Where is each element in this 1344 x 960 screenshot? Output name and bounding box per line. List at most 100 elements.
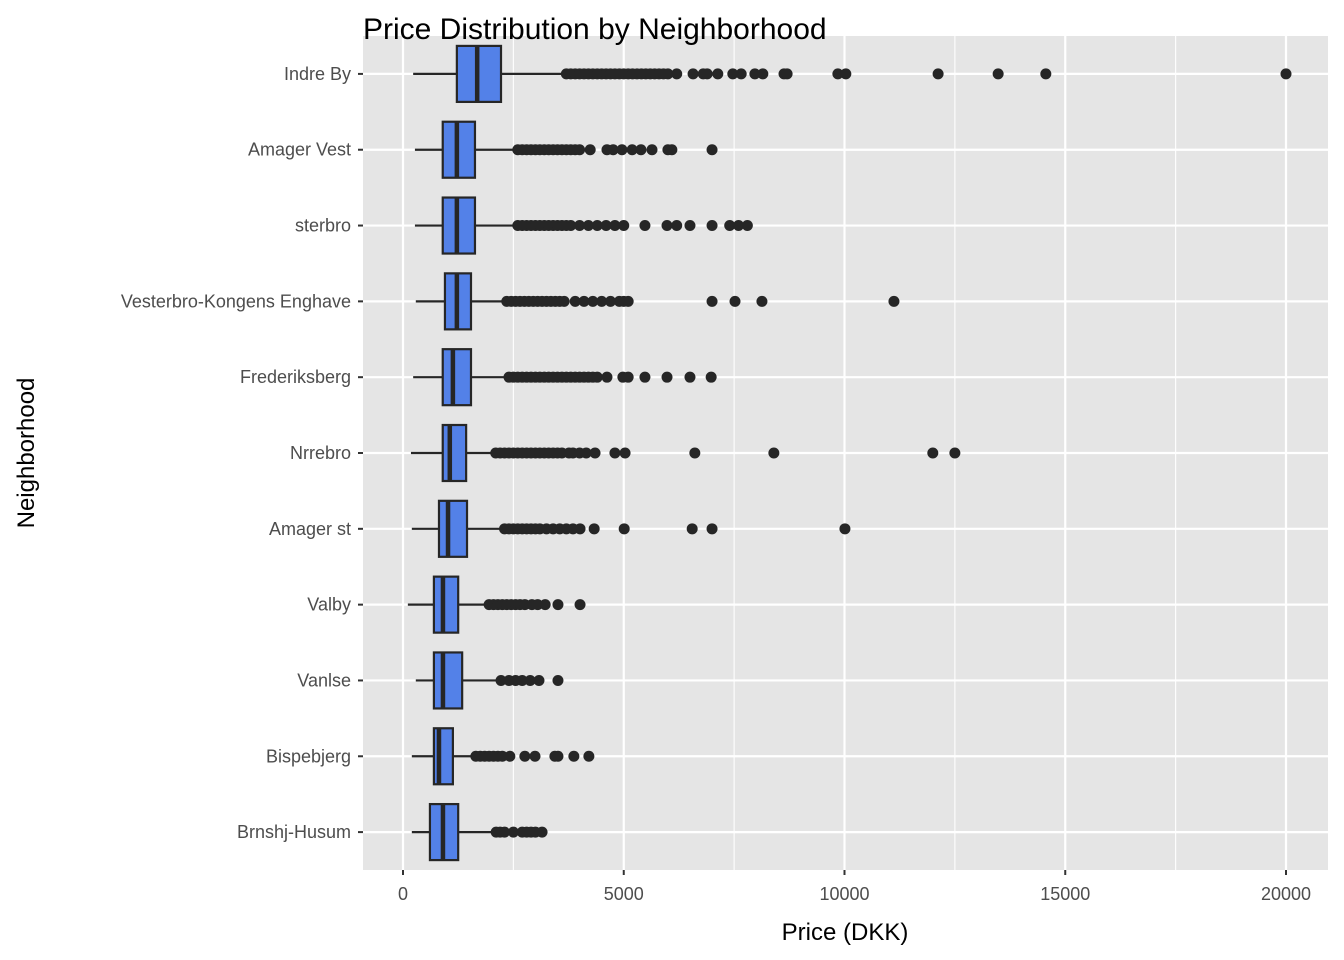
outlier-point	[706, 295, 718, 307]
outlier-point	[724, 220, 736, 232]
y-tick-label: Amager st	[269, 519, 351, 539]
outlier-point	[662, 68, 674, 80]
outlier-point	[552, 599, 564, 611]
outlier-point	[992, 68, 1004, 80]
outlier-point	[565, 220, 577, 232]
outlier-point	[701, 68, 713, 80]
outlier-point	[781, 68, 793, 80]
y-tick-label: Valby	[307, 595, 351, 615]
x-tick-label: 15000	[1040, 884, 1090, 904]
outlier-point	[588, 523, 600, 535]
outlier-point	[840, 68, 852, 80]
box	[437, 499, 469, 558]
outlier-point	[666, 144, 678, 156]
outlier-point	[832, 68, 844, 80]
outlier-point	[524, 674, 536, 686]
x-tick-label: 0	[398, 884, 408, 904]
outlier-point	[706, 144, 718, 156]
chart-title: Price Distribution by Neighborhood	[363, 13, 827, 46]
y-tick-label: Nrrebro	[290, 443, 351, 463]
outlier-point	[591, 371, 603, 383]
x-tick-label: 5000	[604, 884, 644, 904]
outlier-point	[519, 750, 531, 762]
outlier-point	[587, 295, 599, 307]
outlier-point	[661, 371, 673, 383]
outlier-point	[1040, 68, 1052, 80]
y-axis: Indre By Amager Vest sterbro Vesterbro-Kong…	[121, 64, 363, 842]
outlier-point	[552, 674, 564, 686]
x-tick-label: 20000	[1261, 884, 1311, 904]
outlier-point	[839, 523, 851, 535]
outlier-point	[741, 220, 753, 232]
outlier-point	[574, 599, 586, 611]
outlier-point	[499, 826, 511, 838]
outlier-point	[646, 144, 658, 156]
outlier-point	[768, 447, 780, 459]
outlier-point	[574, 144, 586, 156]
outlier-point	[583, 750, 595, 762]
outlier-point	[616, 144, 628, 156]
y-tick-label: Frederiksberg	[240, 367, 351, 387]
outlier-point	[706, 523, 718, 535]
outlier-point	[622, 371, 634, 383]
outlier-point	[639, 371, 651, 383]
box	[441, 348, 473, 407]
outlier-point	[684, 371, 696, 383]
outlier-point	[504, 750, 516, 762]
outlier-point	[733, 220, 745, 232]
outlier-point	[536, 826, 548, 838]
outlier-point	[578, 295, 590, 307]
outlier-point	[684, 220, 696, 232]
box	[441, 423, 468, 483]
y-tick-label: Indre By	[284, 64, 351, 84]
outlier-point	[609, 447, 621, 459]
y-tick-label: Brnshj-Husum	[237, 822, 351, 842]
outlier-point	[605, 295, 617, 307]
outlier-point	[689, 447, 701, 459]
outlier-point	[687, 68, 699, 80]
outlier-point	[626, 144, 638, 156]
outlier-point	[671, 68, 683, 80]
outlier-point	[596, 295, 608, 307]
outlier-point	[589, 447, 601, 459]
outlier-point	[622, 295, 634, 307]
box	[432, 575, 460, 634]
outlier-point	[661, 220, 673, 232]
outlier-point	[580, 447, 592, 459]
outlier-point	[757, 68, 769, 80]
boxes	[407, 44, 1292, 862]
outlier-point	[618, 220, 630, 232]
outlier-point	[727, 68, 739, 80]
y-tick-label: sterbro	[295, 216, 351, 236]
y-axis-title: Neighborhood	[13, 378, 40, 529]
outlier-point	[749, 68, 761, 80]
outlier-point	[729, 295, 741, 307]
outlier-point	[574, 523, 586, 535]
outlier-point	[529, 750, 541, 762]
outlier-point	[706, 220, 718, 232]
x-axis-title: Price (DKK)	[782, 919, 909, 946]
outlier-point	[607, 144, 619, 156]
outlier-point	[558, 295, 570, 307]
y-tick-label: Vanlse	[297, 670, 351, 690]
outlier-point	[705, 371, 717, 383]
outlier-point	[552, 750, 564, 762]
outlier-point	[635, 144, 647, 156]
outlier-point	[712, 68, 724, 80]
outlier-point	[507, 826, 519, 838]
outlier-point	[569, 295, 581, 307]
outlier-point	[671, 220, 683, 232]
y-tick-label: Bispebjerg	[266, 746, 351, 766]
outlier-point	[686, 523, 698, 535]
x-axis: 0 5000 10000 15000 20000	[398, 870, 1311, 904]
outlier-point	[735, 68, 747, 80]
outlier-point	[619, 447, 631, 459]
outlier-point	[600, 220, 612, 232]
outlier-point	[927, 447, 939, 459]
outlier-point	[539, 599, 551, 611]
outlier-point	[584, 144, 596, 156]
outlier-point	[495, 674, 507, 686]
outlier-point	[932, 68, 944, 80]
outlier-point	[609, 220, 621, 232]
